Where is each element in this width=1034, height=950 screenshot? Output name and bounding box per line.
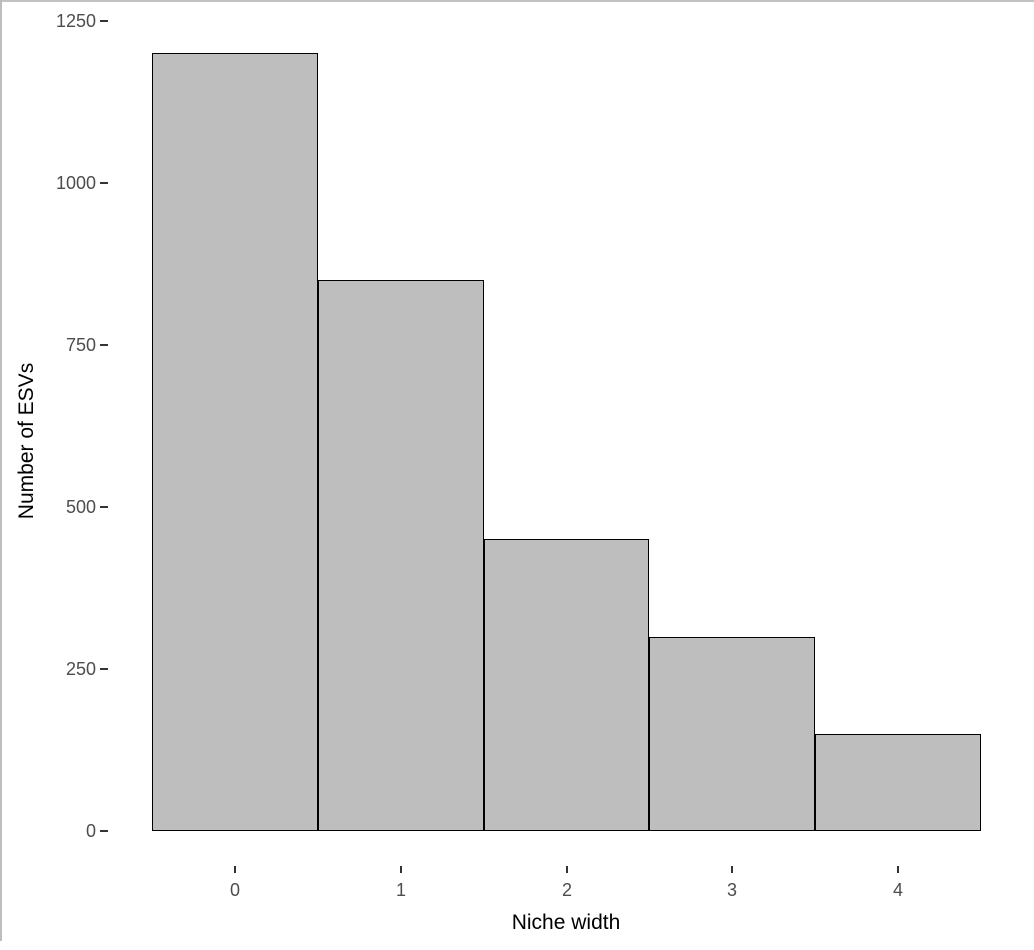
x-axis-title: Niche width [511,911,621,934]
window-top-border [0,0,1034,2]
y-tick-mark [100,830,108,832]
histogram-bar [815,733,981,831]
x-tick-mark [234,866,236,873]
x-tick-label: 0 [229,880,240,900]
y-axis-title: Number of ESVs [15,362,38,520]
y-tick-label: 500 [65,497,96,517]
x-tick-mark [566,866,568,873]
y-tick-mark [100,668,108,670]
histogram-bar [317,280,484,831]
x-tick-mark [731,866,733,873]
y-tick-label: 250 [65,659,96,679]
window-left-border [0,0,2,941]
y-tick-mark [100,182,108,184]
x-tick-label: 1 [395,880,406,900]
histogram-bar [483,539,650,831]
histogram-bar [649,636,816,831]
y-tick-label: 1250 [55,11,96,31]
y-tick-label: 750 [65,335,96,355]
y-tick-mark [100,20,108,22]
y-tick-label: 1000 [55,173,96,193]
y-tick-mark [100,344,108,346]
y-tick-label: 0 [85,821,96,841]
x-tick-label: 4 [892,880,903,900]
x-tick-label: 3 [726,880,737,900]
x-tick-mark [400,866,402,873]
x-tick-label: 2 [561,880,572,900]
y-tick-mark [100,506,108,508]
x-tick-mark [897,866,899,873]
histogram-bar [152,53,318,831]
